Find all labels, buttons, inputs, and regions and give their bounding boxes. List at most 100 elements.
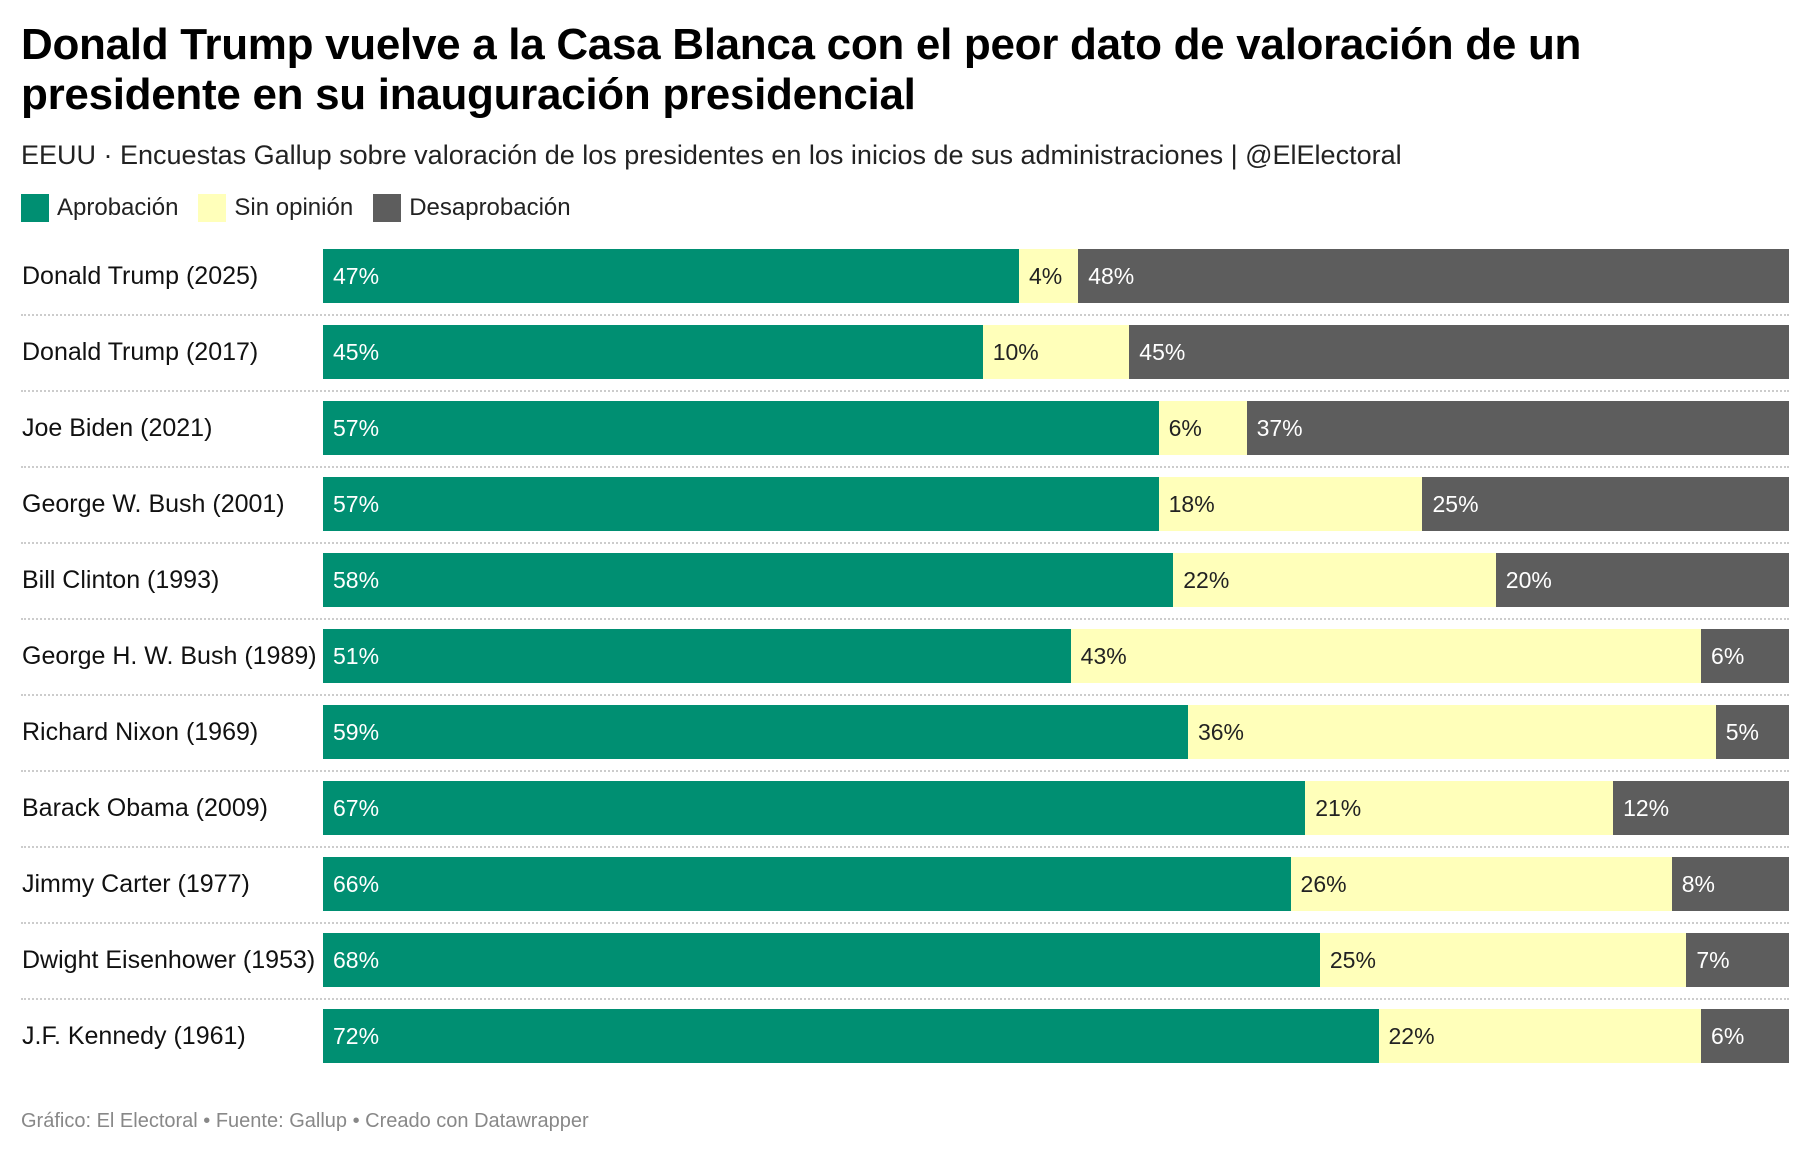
bar-segment-noopinion: 26% xyxy=(1290,857,1672,911)
bar-segment-noopinion: 36% xyxy=(1187,705,1716,759)
data-label: 36% xyxy=(1197,719,1244,745)
stacked-bar: 58% 22% 20% xyxy=(323,553,1789,607)
stacked-bar: 47% 4% 48% xyxy=(323,249,1789,303)
data-label: 67% xyxy=(333,795,380,821)
data-label: 6% xyxy=(1711,643,1745,669)
legend-label: Sin opinión xyxy=(234,194,354,221)
data-label: 51% xyxy=(333,643,380,669)
bar-segment-noopinion: 10% xyxy=(982,325,1130,379)
bar-segment-approve: 47% xyxy=(323,249,1019,303)
bar-segment-disapprove: 7% xyxy=(1686,933,1789,987)
bar-segment-disapprove: 5% xyxy=(1715,705,1789,759)
data-label: 57% xyxy=(333,415,380,441)
legend-item-noopinion: Sin opinión xyxy=(198,194,353,222)
stacked-bar: 72% 22% 6% xyxy=(323,1009,1789,1063)
chart-title: Donald Trump vuelve a la Casa Blanca con… xyxy=(21,20,1582,119)
stacked-bar: 45% 10% 45% xyxy=(323,325,1789,379)
data-label: 25% xyxy=(1432,491,1479,517)
stacked-bar: 57% 6% 37% xyxy=(323,401,1789,455)
bar-segment-disapprove: 25% xyxy=(1422,477,1789,531)
stacked-bar: 51% 43% 6% xyxy=(323,629,1789,683)
category-label: George W. Bush (2001) xyxy=(22,490,285,518)
row-divider xyxy=(21,770,1789,772)
bar-row: Donald Trump (2017) 45% 10% 45% xyxy=(21,325,1791,401)
row-divider xyxy=(21,922,1789,924)
bar-row: Bill Clinton (1993) 58% 22% 20% xyxy=(21,553,1791,629)
bar-segment-approve: 66% xyxy=(323,857,1291,911)
legend: Aprobación Sin opinión Desaprobación xyxy=(21,194,591,222)
bar-segment-approve: 59% xyxy=(323,705,1188,759)
data-label: 59% xyxy=(333,719,380,745)
stacked-bar: 68% 25% 7% xyxy=(323,933,1789,987)
legend-label: Desaprobación xyxy=(409,194,571,221)
category-label: Bill Clinton (1993) xyxy=(22,566,220,594)
chart-subtitle: EEUU · Encuestas Gallup sobre valoración… xyxy=(21,140,1402,170)
category-label: Jimmy Carter (1977) xyxy=(22,870,250,898)
bar-row: J.F. Kennedy (1961) 72% 22% 6% xyxy=(21,1009,1791,1085)
category-label: Barack Obama (2009) xyxy=(22,794,268,822)
bar-segment-approve: 72% xyxy=(323,1009,1379,1063)
row-divider xyxy=(21,466,1789,468)
bar-segment-noopinion: 6% xyxy=(1158,401,1247,455)
legend-item-approve: Aprobación xyxy=(21,194,178,222)
row-divider xyxy=(21,618,1789,620)
bar-segment-approve: 58% xyxy=(323,553,1174,607)
data-label: 48% xyxy=(1088,263,1135,289)
row-divider xyxy=(21,846,1789,848)
data-label: 22% xyxy=(1388,1023,1435,1049)
category-label: Donald Trump (2025) xyxy=(22,262,259,290)
row-divider xyxy=(21,694,1789,696)
data-label: 57% xyxy=(333,491,380,517)
data-label: 20% xyxy=(1505,567,1552,593)
data-label: 43% xyxy=(1080,643,1127,669)
bar-row: Barack Obama (2009) 67% 21% 12% xyxy=(21,781,1791,857)
bar-segment-noopinion: 18% xyxy=(1158,477,1423,531)
bar-row: Dwight Eisenhower (1953) 68% 25% 7% xyxy=(21,933,1791,1009)
bar-segment-noopinion: 4% xyxy=(1018,249,1079,303)
data-label: 4% xyxy=(1028,263,1063,289)
stacked-bar: 59% 36% 5% xyxy=(323,705,1789,759)
bar-segment-noopinion: 43% xyxy=(1070,629,1702,683)
bar-row: Richard Nixon (1969) 59% 36% 5% xyxy=(21,705,1791,781)
bar-row: George H. W. Bush (1989) 51% 43% 6% xyxy=(21,629,1791,705)
stacked-bar: 67% 21% 12% xyxy=(323,781,1789,835)
data-label: 58% xyxy=(333,567,380,593)
data-label: 8% xyxy=(1681,871,1715,897)
data-label: 10% xyxy=(992,339,1039,365)
bar-segment-disapprove: 6% xyxy=(1701,629,1789,683)
data-label: 47% xyxy=(333,263,380,289)
data-label: 45% xyxy=(1139,339,1186,365)
bar-segment-approve: 68% xyxy=(323,933,1320,987)
category-label: Richard Nixon (1969) xyxy=(22,718,259,746)
bar-segment-approve: 51% xyxy=(323,629,1071,683)
legend-label: Aprobación xyxy=(57,194,179,221)
bar-row: Joe Biden (2021) 57% 6% 37% xyxy=(21,401,1791,477)
bar-segment-noopinion: 22% xyxy=(1378,1009,1702,1063)
bar-segment-disapprove: 12% xyxy=(1613,781,1789,835)
bar-segment-approve: 45% xyxy=(323,325,983,379)
data-label: 45% xyxy=(333,339,380,365)
bar-segment-disapprove: 20% xyxy=(1495,553,1789,607)
category-label: George H. W. Bush (1989) xyxy=(22,642,317,670)
bar-segment-noopinion: 25% xyxy=(1319,933,1687,987)
data-label: 68% xyxy=(333,947,380,973)
category-label: Joe Biden (2021) xyxy=(22,414,213,442)
chart-footer: Gráfico: El Electoral • Fuente: Gallup •… xyxy=(21,1110,589,1132)
stacked-bar: 57% 18% 25% xyxy=(323,477,1789,531)
data-label: 12% xyxy=(1623,795,1670,821)
bar-segment-disapprove: 8% xyxy=(1671,857,1789,911)
legend-swatch-disapprove xyxy=(373,194,402,222)
data-label: 5% xyxy=(1725,719,1759,745)
bar-segment-approve: 57% xyxy=(323,401,1159,455)
data-label: 25% xyxy=(1329,947,1376,973)
bar-segment-approve: 57% xyxy=(323,477,1159,531)
bar-segment-disapprove: 48% xyxy=(1078,249,1789,303)
bar-row: Jimmy Carter (1977) 66% 26% 8% xyxy=(21,857,1791,933)
data-label: 6% xyxy=(1168,415,1202,441)
data-label: 7% xyxy=(1696,947,1730,973)
data-label: 18% xyxy=(1168,491,1215,517)
data-label: 21% xyxy=(1315,795,1362,821)
bar-segment-disapprove: 37% xyxy=(1246,401,1789,455)
category-label: Dwight Eisenhower (1953) xyxy=(22,946,316,974)
stacked-bar: 66% 26% 8% xyxy=(323,857,1789,911)
